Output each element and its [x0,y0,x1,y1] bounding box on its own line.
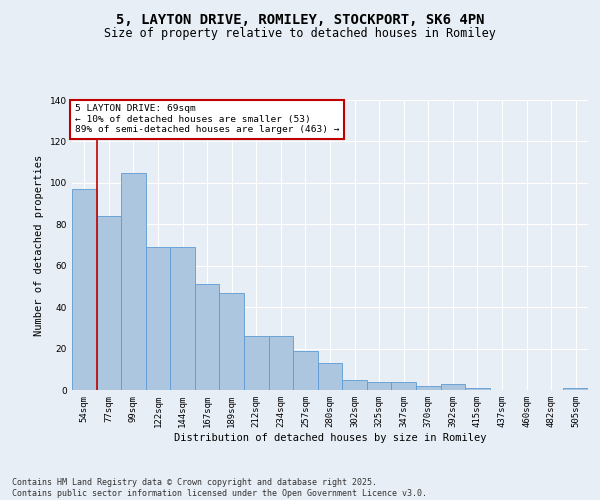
Bar [342,380,367,390]
Bar [367,382,391,390]
Bar [146,247,170,390]
Bar [195,284,220,390]
Text: 5, LAYTON DRIVE, ROMILEY, STOCKPORT, SK6 4PN: 5, LAYTON DRIVE, ROMILEY, STOCKPORT, SK6… [116,12,484,26]
Bar [416,386,440,390]
Y-axis label: Number of detached properties: Number of detached properties [34,154,44,336]
Bar [391,382,416,390]
Text: 5 LAYTON DRIVE: 69sqm
← 10% of detached houses are smaller (53)
89% of semi-deta: 5 LAYTON DRIVE: 69sqm ← 10% of detached … [74,104,339,134]
Bar [440,384,465,390]
X-axis label: Distribution of detached houses by size in Romiley: Distribution of detached houses by size … [174,432,486,442]
Bar [244,336,269,390]
Text: Size of property relative to detached houses in Romiley: Size of property relative to detached ho… [104,28,496,40]
Text: Contains HM Land Registry data © Crown copyright and database right 2025.
Contai: Contains HM Land Registry data © Crown c… [12,478,427,498]
Bar [121,172,146,390]
Bar [97,216,121,390]
Bar [465,388,490,390]
Bar [269,336,293,390]
Bar [170,247,195,390]
Bar [563,388,588,390]
Bar [293,350,318,390]
Bar [318,363,342,390]
Bar [72,189,97,390]
Bar [220,292,244,390]
